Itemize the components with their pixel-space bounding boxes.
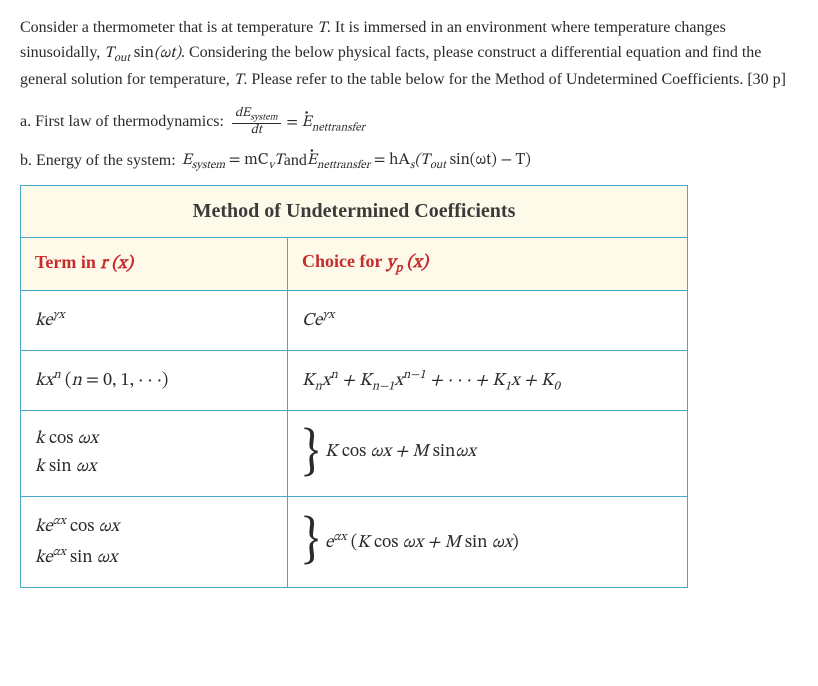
part-a-num-sub: system — [250, 113, 277, 122]
table-cell-left: keγx — [21, 290, 288, 350]
part-b-eq1-mid: = mC — [229, 152, 269, 168]
table-cell-right: Ceγx — [288, 290, 688, 350]
table-cell-left: keαx cos ωxkeαx sin ωx — [21, 497, 288, 588]
part-b-paren: (T — [414, 152, 429, 168]
part-a-label: a. First law of thermodynamics: — [20, 110, 224, 135]
part-a-num: dE — [235, 107, 250, 120]
part-b-eq1-lhs-sub: system — [192, 159, 225, 171]
part-b-label: b. Energy of the system: — [20, 149, 176, 174]
table-cell-left: kxn (n = 0, 1, · · ·) — [21, 350, 288, 410]
table-cell-right: }eαx (K cos ωx + M sin ωx) — [288, 497, 688, 588]
part-b-sin: sin(ωt) − T) — [446, 152, 531, 168]
muc-table: Method of Undetermined Coefficients Term… — [20, 185, 688, 588]
part-b-eq2-mid: = hA — [374, 152, 410, 168]
problem-statement: Consider a thermometer that is at temper… — [20, 16, 798, 93]
part-a-den: dt — [248, 124, 265, 138]
table-row: keγxCeγx — [21, 290, 688, 350]
header-right-text: Choice for — [302, 251, 387, 271]
part-b-eq1-lhs: E — [182, 152, 192, 168]
table-row: kxn (n = 0, 1, · · ·)Knxn + Kn−1xn−1 + ·… — [21, 350, 688, 410]
header-left-text: Term in — [35, 252, 100, 272]
part-b-and: and — [284, 149, 307, 174]
table-title: Method of Undetermined Coefficients — [21, 185, 688, 237]
part-b-tout-sub: out — [430, 159, 446, 171]
table-cell-left: k cos ωxk sin ωx — [21, 410, 288, 497]
table-header-right: Choice for yp (x) — [288, 237, 688, 290]
part-b-eq2-lhs: E — [307, 148, 317, 173]
table-header-left: Term in r (x) — [21, 237, 288, 290]
table-row: k cos ωxk sin ωx}K cos ωx + M sinωx — [21, 410, 688, 497]
header-left-math: r (x) — [100, 255, 133, 273]
table-cell-right: }K cos ωx + M sinωx — [288, 410, 688, 497]
table-row: keαx cos ωxkeαx sin ωx}eαx (K cos ωx + M… — [21, 497, 688, 588]
part-b: b. Energy of the system: Esystem = mCvT … — [20, 148, 798, 175]
header-right-tail: (x) — [402, 254, 428, 272]
part-b-eq2-lhs-sub: nettransfer — [317, 159, 370, 171]
part-a: a. First law of thermodynamics: dEsystem… — [20, 107, 798, 138]
part-a-rhs-sub: nettransfer — [312, 121, 365, 133]
part-a-rhs: E — [302, 110, 312, 135]
part-b-eq1-rhs: T — [274, 152, 284, 168]
table-cell-right: Knxn + Kn−1xn−1 + · · · + K1x + K0 — [288, 350, 688, 410]
part-a-eq: = — [286, 114, 301, 130]
